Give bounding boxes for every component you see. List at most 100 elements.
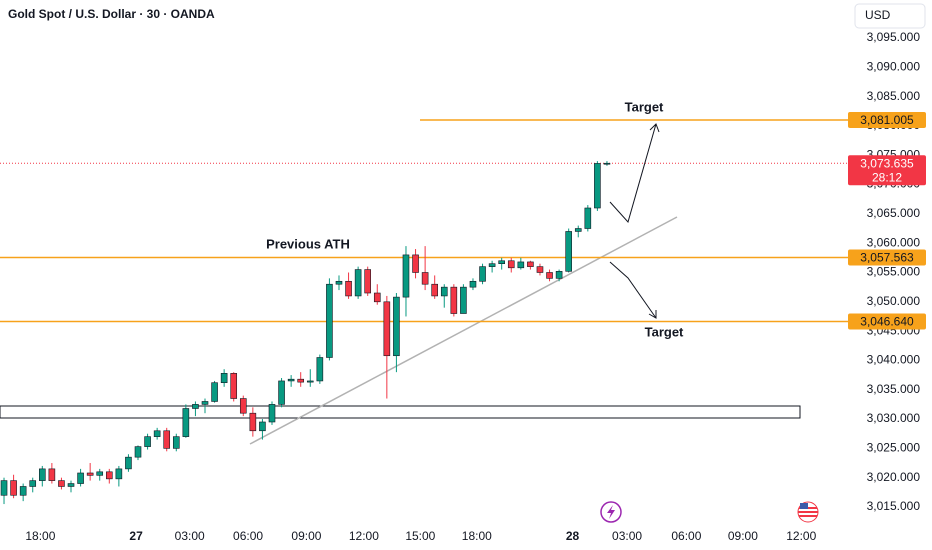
candle-body xyxy=(450,286,458,314)
arrow-head xyxy=(649,123,660,133)
candle-body xyxy=(316,357,324,382)
countdown-label: 28:12 xyxy=(872,170,902,184)
x-tick-label: 09:00 xyxy=(291,529,321,543)
candle-body xyxy=(584,207,592,229)
x-tick-label: 09:00 xyxy=(728,529,758,543)
x-tick-label: 03:00 xyxy=(175,529,205,543)
candle-body xyxy=(259,421,266,432)
candle-body xyxy=(479,266,486,282)
candle-body xyxy=(354,269,362,297)
annotation: Target xyxy=(625,99,664,114)
candle-body xyxy=(335,280,343,285)
candle-body xyxy=(67,483,75,487)
candle-body xyxy=(402,254,410,298)
candle-body xyxy=(239,398,247,414)
x-tick-label: 28 xyxy=(566,529,580,543)
candle-body xyxy=(29,480,37,487)
x-tick-label: 12:00 xyxy=(349,529,379,543)
candle-body xyxy=(48,468,56,481)
candle-body xyxy=(10,480,17,496)
level-price-label: 3,081.005 xyxy=(860,113,914,127)
candle-body xyxy=(19,486,27,496)
candle-body xyxy=(431,283,438,297)
candle-body xyxy=(326,283,333,358)
candle-body xyxy=(287,378,295,382)
candle-body xyxy=(306,380,314,383)
currency-button[interactable] xyxy=(854,3,926,29)
y-tick-label: 3,055.000 xyxy=(867,265,921,279)
candle-body xyxy=(0,480,8,496)
candle-body xyxy=(125,456,132,470)
candle-body xyxy=(278,380,285,405)
candle-body xyxy=(412,254,419,273)
candle-body xyxy=(172,436,180,449)
level-price-box xyxy=(848,313,926,330)
flag-canton xyxy=(800,503,808,509)
y-tick-label: 3,065.000 xyxy=(867,206,921,220)
last-price-box xyxy=(848,155,926,186)
candle-body xyxy=(163,430,171,449)
x-tick-label: 06:00 xyxy=(233,529,263,543)
event-icon-glyph xyxy=(607,505,615,519)
candle-body xyxy=(603,162,611,165)
level-price-box xyxy=(848,112,926,129)
x-tick-label: 06:00 xyxy=(671,529,701,543)
y-tick-label: 3,020.000 xyxy=(867,470,921,484)
y-tick-label: 3,060.000 xyxy=(867,235,921,249)
candle-body xyxy=(201,401,209,405)
candle-body xyxy=(268,404,276,423)
candle-body xyxy=(105,471,113,480)
candle-body xyxy=(383,301,391,357)
candle-body xyxy=(58,480,65,487)
arrow-down xyxy=(609,261,657,319)
y-tick-label: 3,085.000 xyxy=(867,89,921,103)
candle-body xyxy=(565,231,572,272)
candle-body xyxy=(507,260,515,269)
candle-body xyxy=(373,292,381,303)
candle-body xyxy=(517,261,525,269)
candle-body xyxy=(192,404,199,409)
arrow-head xyxy=(648,310,657,319)
candle-body xyxy=(536,266,544,273)
y-tick-label: 3,090.000 xyxy=(867,59,921,73)
y-tick-label: 3,035.000 xyxy=(867,382,921,396)
x-tick-label: 27 xyxy=(129,529,143,543)
y-tick-label: 3,050.000 xyxy=(867,294,921,308)
level-price-label: 3,046.640 xyxy=(860,315,914,329)
candle-body xyxy=(211,382,218,402)
level-price-label: 3,057.563 xyxy=(860,251,914,265)
candle-body xyxy=(469,280,477,288)
candle-body xyxy=(230,373,238,399)
y-tick-label: 3,015.000 xyxy=(867,499,921,513)
candle-body xyxy=(460,286,467,314)
zone-box xyxy=(0,405,801,419)
candle-body xyxy=(393,296,400,357)
y-tick-label: 3,095.000 xyxy=(867,30,921,44)
candle-body xyxy=(39,468,46,481)
candle-body xyxy=(77,472,84,484)
candle-body xyxy=(134,446,142,458)
candle-body xyxy=(249,412,257,432)
candle-body xyxy=(345,280,352,297)
candle-body xyxy=(220,373,228,384)
candle-body xyxy=(546,272,553,279)
candle-body xyxy=(86,472,94,476)
candle-body xyxy=(182,408,190,437)
candle-body xyxy=(498,260,505,264)
last-price-label: 3,073.635 xyxy=(860,156,914,170)
x-tick-label: 12:00 xyxy=(786,529,816,543)
x-tick-label: 15:00 xyxy=(405,529,435,543)
candle-body xyxy=(527,261,534,267)
candle-body xyxy=(594,163,601,209)
level-price-box xyxy=(848,249,926,266)
candle-body xyxy=(574,228,582,232)
currency-label[interactable]: USD xyxy=(865,8,891,22)
y-tick-label: 3,030.000 xyxy=(867,411,921,425)
x-tick-label: 18:00 xyxy=(462,529,492,543)
candle-body xyxy=(488,263,496,267)
trend-line xyxy=(249,216,678,445)
y-tick-label: 3,040.000 xyxy=(867,353,921,367)
candle-body xyxy=(555,271,563,279)
candle-body xyxy=(153,430,161,437)
